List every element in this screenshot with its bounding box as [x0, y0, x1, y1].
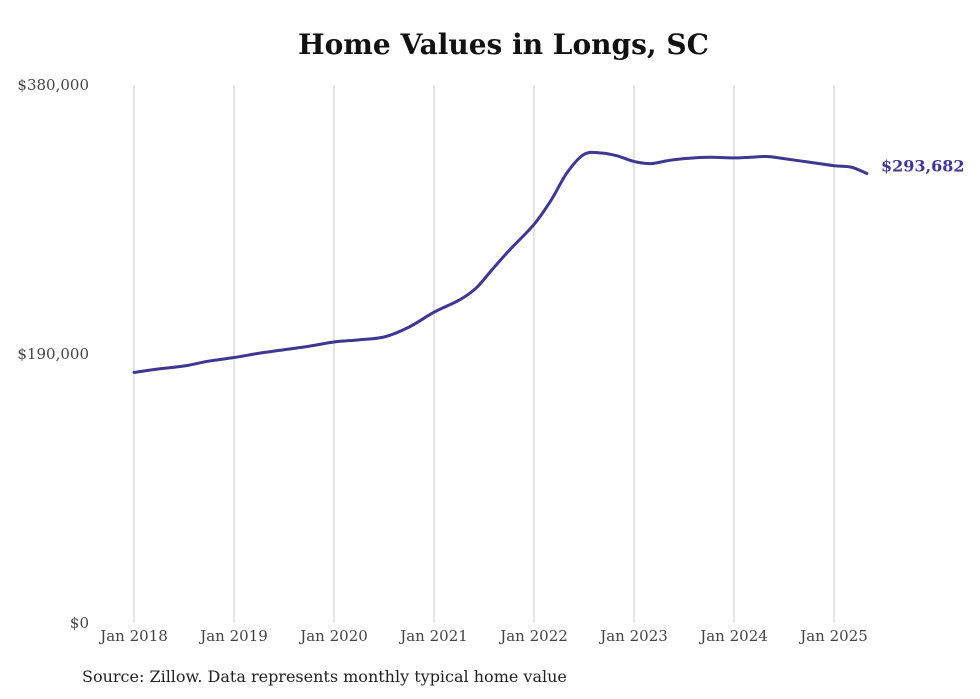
x-tick-label: Jan 2022: [498, 627, 568, 645]
y-tick-label: $380,000: [17, 76, 89, 94]
x-tick-label: Jan 2023: [598, 627, 668, 645]
series-layer: [132, 150, 869, 374]
chart-title: Home Values in Longs, SC: [298, 28, 709, 61]
end-value-label: $293,682: [881, 156, 965, 175]
annotation-layer: $293,682: [881, 156, 965, 175]
source-note: Source: Zillow. Data represents monthly …: [82, 667, 567, 686]
x-tick-label: Jan 2018: [98, 627, 168, 645]
x-tick-label: Jan 2020: [298, 627, 368, 645]
x-tick-label: Jan 2024: [698, 627, 768, 645]
series-line: [132, 150, 869, 374]
y-tick-label: $190,000: [17, 345, 89, 363]
x-tick-label: Jan 2025: [798, 627, 868, 645]
x-axis-ticks: Jan 2018 Jan 2019 Jan 2020 Jan 2021 Jan 2022…: [98, 627, 868, 645]
x-tick-label: Jan 2021: [398, 627, 468, 645]
gridlines: [133, 85, 835, 623]
y-axis-ticks: $0 $190,000 $380,000: [17, 76, 89, 632]
x-tick-label: Jan 2019: [198, 627, 268, 645]
y-tick-label: $0: [70, 614, 89, 632]
